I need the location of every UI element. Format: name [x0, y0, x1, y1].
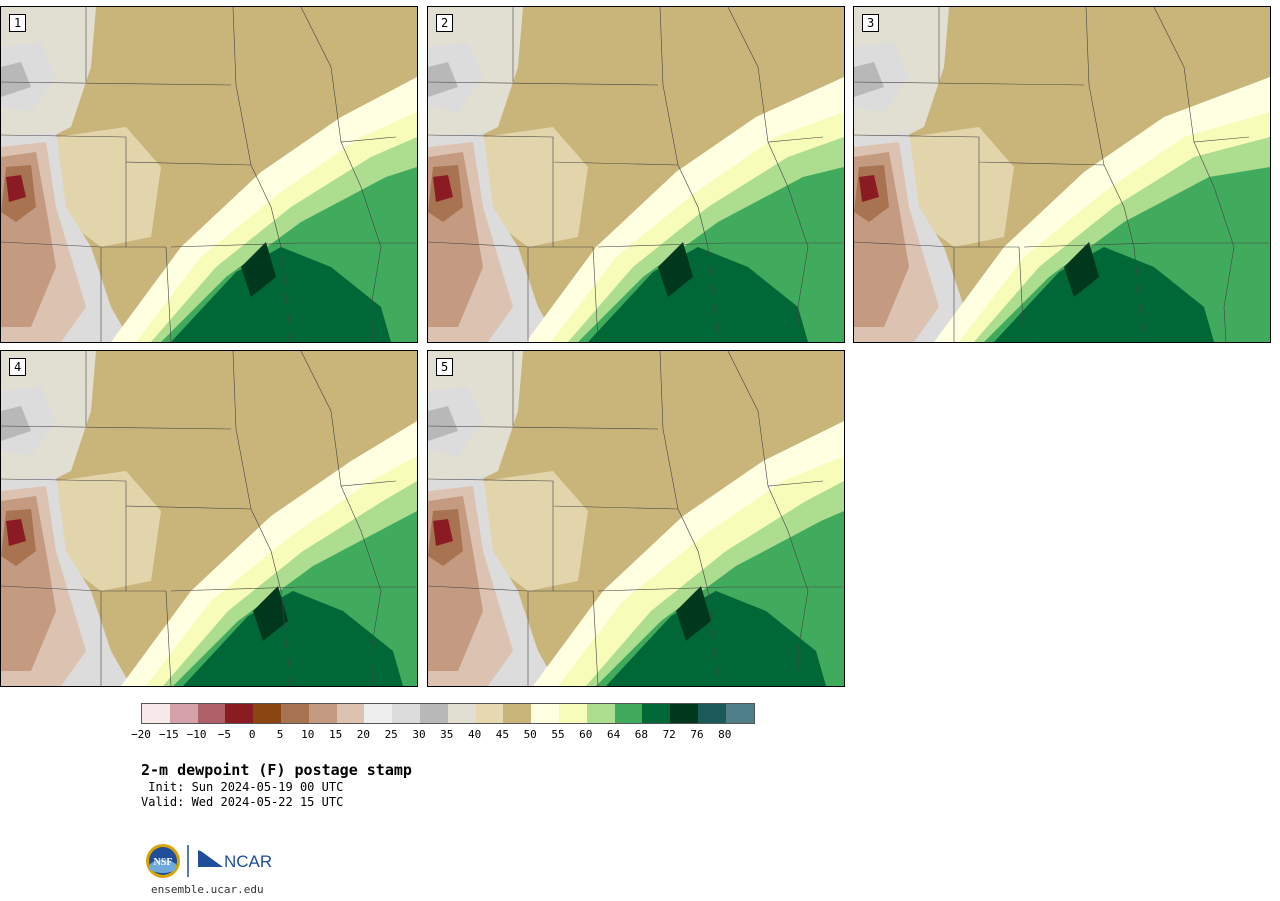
colorbar-swatch	[642, 704, 671, 723]
colorbar-tick-label: 15	[328, 728, 343, 741]
postage-stamp-panel-4: 4	[0, 350, 418, 687]
colorbar-tick-label: 50	[523, 728, 537, 741]
colorbar-tick-label: 5	[276, 728, 284, 741]
panel-label: 4	[9, 358, 27, 376]
colorbar-swatch	[308, 704, 337, 723]
dewpoint-map-5	[428, 351, 844, 686]
valid-time: Valid: Wed 2024-05-22 15 UTC	[141, 795, 344, 809]
colorbar-tick-label: 0	[248, 728, 256, 741]
colorbar-tick-label: 68	[634, 728, 649, 741]
site-url: ensemble.ucar.edu	[151, 883, 264, 896]
colorbar-swatch	[697, 704, 726, 723]
colorbar-swatch	[197, 704, 226, 723]
panel-label: 1	[9, 14, 27, 32]
colorbar-swatch	[670, 704, 698, 723]
postage-stamp-panel-1: 1	[0, 6, 418, 343]
colorbar-swatch	[614, 704, 643, 723]
colorbar-swatch	[253, 704, 281, 723]
colorbar-tick-label: 55	[551, 728, 565, 741]
colorbar-ticks: −20 −15 −10 −5 0 5 10 15 20 25 30 35 40 45 50 55 60 64 68 7…	[131, 728, 761, 742]
colorbar-swatch	[142, 704, 170, 723]
colorbar-swatch	[225, 704, 254, 723]
colorbar-swatch	[475, 704, 504, 723]
dewpoint-map-3	[854, 7, 1270, 342]
colorbar-swatch	[503, 704, 532, 723]
panel-label: 5	[436, 358, 454, 376]
colorbar-swatch	[280, 704, 309, 723]
colorbar-swatch	[558, 704, 587, 723]
svg-text:NSF: NSF	[154, 857, 173, 868]
colorbar-swatch	[531, 704, 559, 723]
panel-label: 3	[862, 14, 880, 32]
ncar-logo-icon: NCAR	[197, 848, 272, 871]
nsf-ncar-logos: NSF NCAR	[146, 844, 272, 878]
colorbar-tick-label: 45	[495, 728, 510, 741]
colorbar-tick-label: 10	[301, 728, 315, 741]
chart-title: 2-m dewpoint (F) postage stamp	[141, 761, 412, 779]
postage-stamp-panel-3: 3	[853, 6, 1271, 343]
dewpoint-map-1	[1, 7, 417, 342]
colorbar-swatch	[419, 704, 448, 723]
colorbar	[141, 703, 755, 724]
colorbar-tick-label: 76	[690, 728, 704, 741]
colorbar-tick-label: 80	[718, 728, 732, 741]
colorbar-tick-label: 25	[384, 728, 398, 741]
colorbar-tick-label: 64	[606, 728, 621, 741]
nsf-logo-icon: NSF	[146, 844, 180, 878]
colorbar-swatch	[392, 704, 420, 723]
colorbar-swatch	[364, 704, 393, 723]
dewpoint-map-4	[1, 351, 417, 686]
colorbar-tick-label: −15	[158, 728, 179, 741]
colorbar-tick-label: 20	[356, 728, 371, 741]
colorbar-tick-label: 30	[412, 728, 426, 741]
colorbar-swatch	[725, 704, 754, 723]
colorbar-swatch	[169, 704, 198, 723]
colorbar-tick-label: 40	[467, 728, 482, 741]
colorbar-tick-label: −20	[131, 728, 151, 741]
svg-text:NCAR: NCAR	[224, 852, 272, 871]
colorbar-tick-label: −10	[186, 728, 207, 741]
postage-stamp-panel-5: 5	[427, 350, 845, 687]
colorbar-tick-label: −5	[217, 728, 232, 741]
postage-stamp-panel-2: 2	[427, 6, 845, 343]
colorbar-tick-label: 72	[662, 728, 676, 741]
colorbar-tick-label: 60	[579, 728, 593, 741]
init-time: Init: Sun 2024-05-19 00 UTC	[141, 780, 344, 794]
panel-label: 2	[436, 14, 454, 32]
dewpoint-map-2	[428, 7, 844, 342]
colorbar-tick-label: 35	[440, 728, 454, 741]
colorbar-swatch	[586, 704, 615, 723]
colorbar-swatch	[336, 704, 365, 723]
colorbar-swatch	[447, 704, 476, 723]
